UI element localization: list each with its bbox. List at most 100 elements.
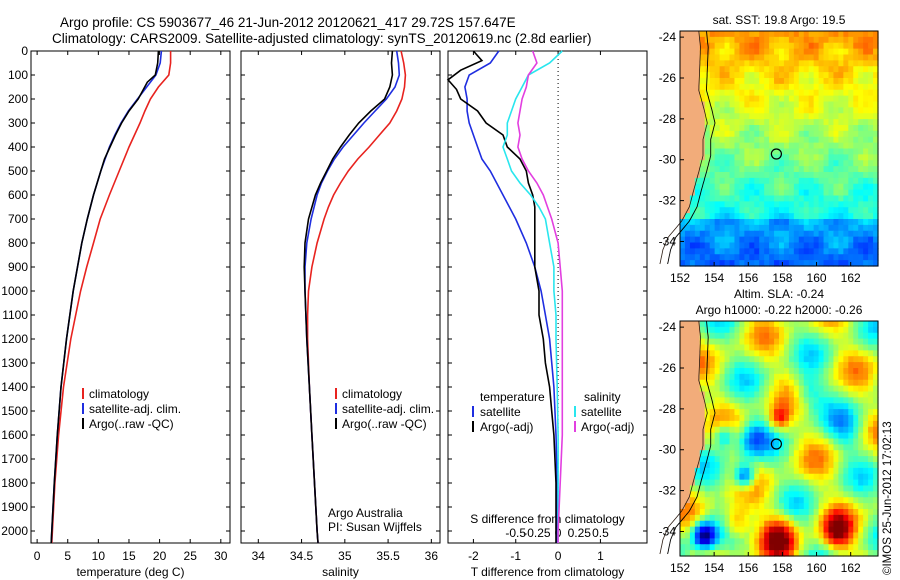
- map-cell: [704, 426, 711, 434]
- map-cell: [774, 78, 780, 85]
- map-cell: [853, 195, 859, 202]
- map-cell: [769, 54, 775, 61]
- map-cell: [729, 242, 736, 249]
- map-cell: [729, 183, 736, 191]
- map-cell: [808, 160, 815, 167]
- map-cell: [848, 426, 854, 434]
- map-cell: [823, 438, 830, 445]
- map-cell: [779, 509, 785, 516]
- x-tick-label: 0: [555, 549, 562, 563]
- map-cell: [818, 350, 825, 357]
- map-cell: [858, 207, 864, 214]
- depth-tick-label: 1900: [1, 500, 28, 514]
- map-cell: [734, 95, 740, 103]
- map-cell: [853, 60, 859, 67]
- map-cell: [863, 467, 869, 475]
- map-cell: [749, 520, 755, 528]
- map-cell: [694, 119, 701, 126]
- map-cell: [714, 166, 721, 173]
- map-cell: [714, 36, 721, 44]
- map-cell: [714, 83, 721, 91]
- map-cell: [783, 550, 790, 557]
- map-cell: [823, 136, 830, 144]
- map-cell: [744, 326, 750, 334]
- map-cell: [823, 54, 830, 61]
- map-cell: [764, 160, 770, 167]
- map-cell: [774, 426, 780, 434]
- map-cell: [744, 509, 750, 516]
- map-cell: [769, 520, 775, 528]
- map-cell: [754, 444, 760, 451]
- map-cell: [680, 379, 686, 387]
- map-cell: [684, 544, 691, 551]
- map-cell: [759, 438, 765, 445]
- map-cell: [868, 503, 874, 510]
- map-cell: [783, 538, 790, 545]
- map-cell: [848, 462, 854, 469]
- map-cell: [863, 332, 869, 340]
- map-cell: [873, 544, 879, 551]
- map-cell: [739, 207, 745, 214]
- map-cell: [828, 130, 835, 138]
- map-cell: [828, 154, 835, 161]
- map-cell: [853, 260, 859, 267]
- map-cell: [833, 450, 839, 457]
- map-cell: [823, 119, 830, 126]
- map-cell: [774, 107, 780, 114]
- map-cell: [848, 356, 854, 363]
- map-cell: [749, 438, 755, 445]
- map-cell: [764, 550, 770, 557]
- map-cell: [808, 426, 815, 434]
- map-cell: [843, 154, 849, 161]
- map-cell: [734, 72, 740, 79]
- map-cell: [868, 201, 874, 208]
- map-cell: [699, 368, 706, 375]
- map-cell: [694, 148, 701, 155]
- map-cell: [813, 107, 820, 114]
- map-cell: [823, 544, 830, 551]
- map-cell: [803, 473, 810, 481]
- map-cell: [823, 31, 830, 38]
- map-cell: [813, 509, 820, 516]
- map-y-tick-label: -24: [659, 30, 677, 44]
- map-cell: [783, 248, 790, 255]
- map-cell: [719, 462, 726, 469]
- map-cell: [853, 362, 859, 369]
- map-cell: [818, 230, 825, 238]
- map-cell: [734, 456, 740, 463]
- map-cell: [734, 101, 740, 108]
- map-cell: [734, 66, 740, 73]
- map-cell: [699, 78, 706, 85]
- map-cell: [848, 119, 854, 126]
- map-cell: [754, 66, 760, 73]
- map-cell: [704, 101, 711, 108]
- map-cell: [684, 485, 691, 492]
- map-cell: [739, 462, 745, 469]
- map-cell: [823, 254, 830, 261]
- map-cell: [783, 368, 790, 375]
- map-cell: [863, 473, 869, 481]
- map-cell: [774, 403, 780, 410]
- map-cell: [724, 456, 731, 463]
- map-cell: [689, 420, 696, 428]
- map-cell: [828, 66, 835, 73]
- map-cell: [754, 195, 760, 202]
- map-cell: [759, 509, 765, 516]
- map-cell: [744, 177, 750, 185]
- map-cell: [833, 31, 839, 38]
- map-cell: [863, 107, 869, 114]
- map-cell: [813, 189, 820, 197]
- map-cell: [848, 362, 854, 369]
- map-cell: [838, 438, 844, 445]
- map-cell: [754, 532, 760, 539]
- map-cell: [694, 432, 701, 440]
- map-cell: [699, 95, 706, 103]
- map-cell: [788, 195, 795, 202]
- map-cell: [749, 467, 755, 475]
- map-cell: [853, 36, 859, 44]
- map-cell: [833, 415, 839, 422]
- map-cell: [694, 154, 701, 161]
- map-cell: [744, 344, 750, 351]
- map-cell: [803, 368, 810, 375]
- map-cell: [853, 544, 859, 551]
